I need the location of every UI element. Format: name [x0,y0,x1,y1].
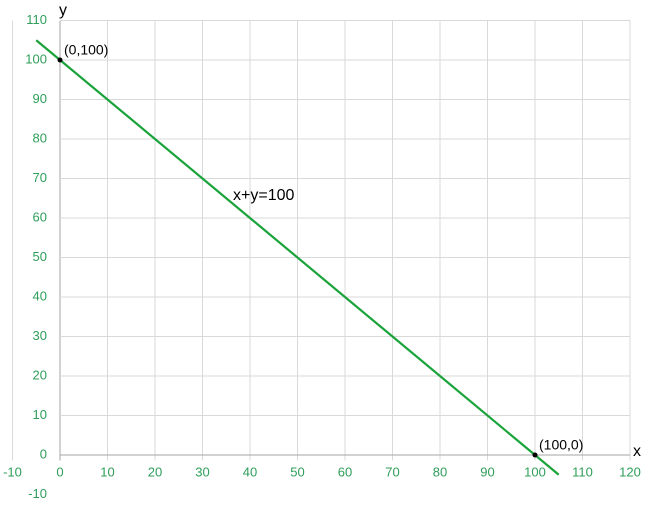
point-label: (100,0) [539,437,583,453]
line [35,39,560,476]
x-tick-label: 40 [243,464,257,479]
y-tick-label: 80 [33,130,47,145]
x-tick-label: 90 [480,464,494,479]
x-tick-label: 20 [148,464,162,479]
point-label: (0,100) [64,42,108,58]
x-tick-label: 30 [195,464,209,479]
y-tick-label: 70 [33,170,47,185]
y-tick-label: 30 [33,328,47,343]
x-tick-label: 70 [385,464,399,479]
x-tick-label: 50 [290,464,304,479]
y-tick-label: 90 [33,91,47,106]
x-tick-label: 10 [100,464,114,479]
x-tick-label: 120 [619,464,641,479]
y-axis-label: y [59,2,67,19]
annotation: x+y=100 [233,187,294,204]
y-tick-label: 50 [33,249,47,264]
x-tick-label: -10 [3,464,22,479]
x-tick-label: 110 [572,464,593,479]
y-tick-label: 110 [26,12,47,27]
x-tick-label: 80 [433,464,447,479]
x-tick-label: 0 [56,464,63,479]
y-tick-label: 40 [33,288,47,303]
x-tick-label: 60 [338,464,352,479]
x-tick-label: 100 [524,464,546,479]
x-axis-label: x [633,443,641,460]
y-tick-label: 20 [33,367,47,382]
y-tick-label: 0 [40,446,47,461]
point [57,57,63,63]
y-tick-label: 10 [33,407,47,422]
y-tick-label: -10 [28,486,47,501]
y-tick-label: 60 [33,209,47,224]
point [532,452,538,458]
y-tick-label: 100 [25,51,47,66]
